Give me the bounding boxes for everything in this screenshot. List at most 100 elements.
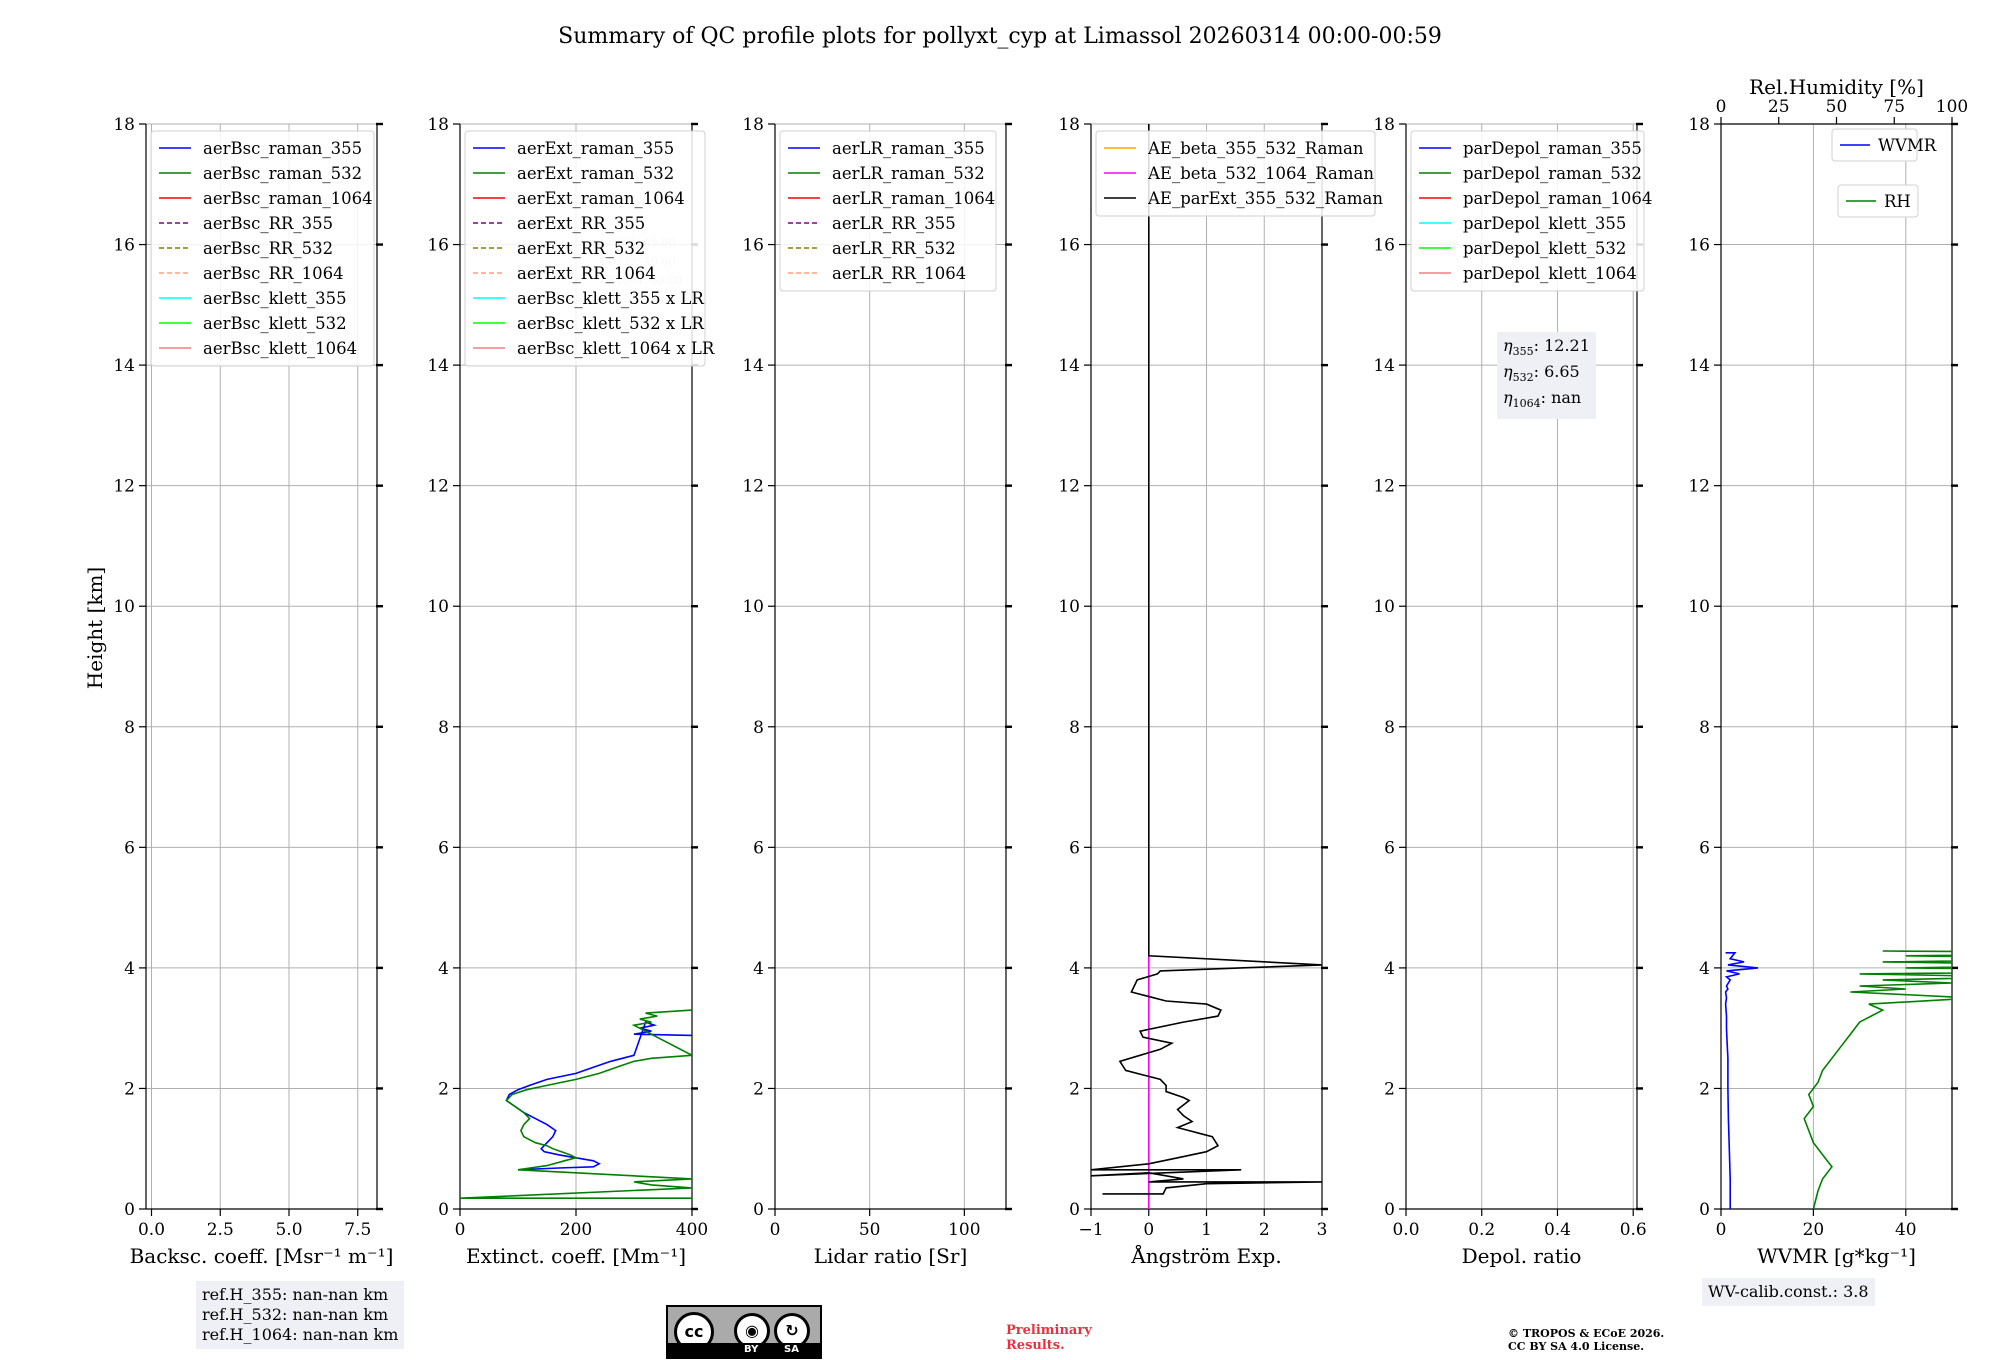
series-WVMR [1724, 951, 1759, 1209]
y-tick-label: 18 [1688, 115, 1710, 135]
eta-box: η355: 12.21 η532: 6.65 η1064: nan [1497, 332, 1596, 419]
panel-lidar_ratio: 0 2 4 6 8 10 12 14 16 18 0 50 100 Lidar ratio [Sr] aer… [742, 115, 1012, 1268]
preliminary-line-2: Results. [1006, 1338, 1065, 1353]
legend-label: aerLR_RR_532 [832, 239, 956, 258]
copyright-line-2: CC BY SA 4.0 License. [1508, 1340, 1645, 1353]
y-tick-label: 16 [742, 236, 764, 256]
y-tick-label: 6 [124, 838, 135, 858]
figure-title: Summary of QC profile plots for pollyxt_… [558, 24, 1442, 49]
y-tick-label: 4 [753, 959, 764, 979]
legend-label: aerBsc_klett_355 [203, 289, 347, 308]
y-tick-label: 18 [113, 115, 135, 135]
legend-label: aerBsc_raman_355 [203, 139, 362, 158]
eta1064-line: η1064: nan [1503, 388, 1582, 411]
legend-frame [1831, 128, 1918, 162]
preliminary-note: Preliminary Results. [1006, 1323, 1092, 1353]
y-tick-label: 8 [1384, 718, 1395, 738]
y-tick-label: 16 [1688, 236, 1710, 256]
legend-label: aerExt_raman_532 [517, 164, 674, 183]
legend-label: aerBsc_klett_355 x LR [517, 289, 704, 308]
panel-depol: 0 2 4 6 8 10 12 14 16 18 0.0 0.2 0.4 0.6 Depol. ratio p… [1373, 115, 1652, 1268]
y-tick-label: 10 [1373, 597, 1395, 617]
legend-label: AE_parExt_355_532_Raman [1147, 189, 1383, 208]
series-AE_parExt_355_532_Raman [1091, 124, 1322, 1195]
x-tick-label: 20 [1803, 1220, 1825, 1240]
y-tick-label: 4 [438, 959, 449, 979]
y-tick-label: 16 [1058, 236, 1080, 256]
x-tick-label: 0.0 [138, 1220, 165, 1240]
y-axis-label: Height [km] [83, 567, 107, 689]
y-tick-label: 14 [113, 356, 135, 376]
x-tick-label: 0.2 [1468, 1220, 1495, 1240]
x-tick-label: 0.6 [1620, 1220, 1647, 1240]
preliminary-line-1: Preliminary [1006, 1323, 1092, 1338]
legend-frame [779, 130, 997, 292]
cc-by-label: BY [744, 1344, 759, 1355]
legend-label: AE_beta_355_532_Raman [1147, 139, 1364, 158]
x-tick-label: 5.0 [275, 1220, 302, 1240]
y-tick-label: 0 [124, 1200, 135, 1220]
legend-label: aerExt_raman_1064 [517, 189, 685, 208]
y-tick-label: 6 [1384, 838, 1395, 858]
legend-label: aerBsc_klett_532 x LR [517, 314, 704, 333]
top-x-tick-label: 50 [1826, 97, 1848, 117]
legend-frame [464, 130, 706, 367]
legend-label: aerBsc_klett_1064 x LR [517, 339, 715, 358]
y-tick-label: 14 [742, 356, 764, 376]
eta355-line: η355: 12.21 [1503, 336, 1590, 359]
y-tick-label: 0 [753, 1200, 764, 1220]
x-tick-label: 2.5 [207, 1220, 234, 1240]
legend-label: WVMR [1878, 136, 1937, 155]
legend-label: aerExt_RR_1064 [517, 264, 656, 283]
x-tick-label: 200 [560, 1220, 592, 1240]
y-tick-label: 16 [1373, 236, 1395, 256]
legend-label: aerExt_RR_532 [517, 239, 645, 258]
panel-water_vapor: 0 2 4 6 8 10 12 14 16 18 0 20 40 WVMR [g*kg⁻¹] 0 25 50 75… [1688, 75, 1968, 1268]
series-aerExt_raman_532 [460, 1009, 692, 1199]
x-tick-label: 50 [859, 1220, 881, 1240]
legend-label: aerExt_raman_355 [517, 139, 674, 158]
x-axis-label: Backsc. coeff. [Msr⁻¹ m⁻¹] [130, 1244, 394, 1268]
legend-frame [150, 130, 375, 367]
y-tick-label: 8 [124, 718, 135, 738]
legend-label: parDepol_klett_355 [1463, 214, 1626, 233]
series-aerExt_raman_355 [505, 1021, 692, 1171]
legend-label: parDepol_klett_1064 [1463, 264, 1637, 283]
x-tick-label: −1 [1078, 1220, 1103, 1240]
y-tick-label: 0 [1699, 1200, 1710, 1220]
copyright-line-1: © TROPOS & ECoE 2026. [1508, 1327, 1665, 1340]
y-tick-label: 2 [753, 1079, 764, 1099]
legend-label: parDepol_raman_355 [1463, 139, 1642, 158]
x-axis-label: Lidar ratio [Sr] [814, 1244, 968, 1268]
x-axis-label: WVMR [g*kg⁻¹] [1757, 1244, 1916, 1268]
legend-label: parDepol_raman_532 [1463, 164, 1642, 183]
y-tick-label: 2 [1069, 1079, 1080, 1099]
x-tick-label: 0 [770, 1220, 781, 1240]
legend-label: aerBsc_RR_1064 [203, 264, 344, 283]
series-RH [1803, 950, 1952, 1209]
x-tick-label: 0.4 [1544, 1220, 1571, 1240]
legend-label: parDepol_raman_1064 [1463, 189, 1652, 208]
legend-label: aerLR_RR_355 [832, 214, 956, 233]
x-tick-label: 100 [948, 1220, 980, 1240]
y-tick-label: 2 [1384, 1079, 1395, 1099]
y-tick-label: 6 [438, 838, 449, 858]
y-tick-label: 10 [1058, 597, 1080, 617]
y-tick-label: 10 [742, 597, 764, 617]
legend-label: aerBsc_raman_532 [203, 164, 362, 183]
wv-calib-box: WV-calib.const.: 3.8 [1702, 1278, 1875, 1306]
legend-label: RH [1884, 192, 1911, 211]
legend-label: aerBsc_klett_532 [203, 314, 347, 333]
x-tick-label: 7.5 [344, 1220, 371, 1240]
y-tick-label: 4 [1069, 959, 1080, 979]
legend-label: aerBsc_klett_1064 [203, 339, 357, 358]
legend-label: aerLR_raman_532 [832, 164, 985, 183]
y-tick-label: 12 [742, 477, 764, 497]
y-tick-label: 6 [753, 838, 764, 858]
y-tick-label: 12 [113, 477, 135, 497]
y-tick-label: 2 [124, 1079, 135, 1099]
refh-355: ref.H_355: nan-nan km [202, 1285, 389, 1304]
y-tick-label: 2 [438, 1079, 449, 1099]
eta1064-value: nan [1551, 388, 1582, 408]
y-tick-label: 2 [1699, 1079, 1710, 1099]
